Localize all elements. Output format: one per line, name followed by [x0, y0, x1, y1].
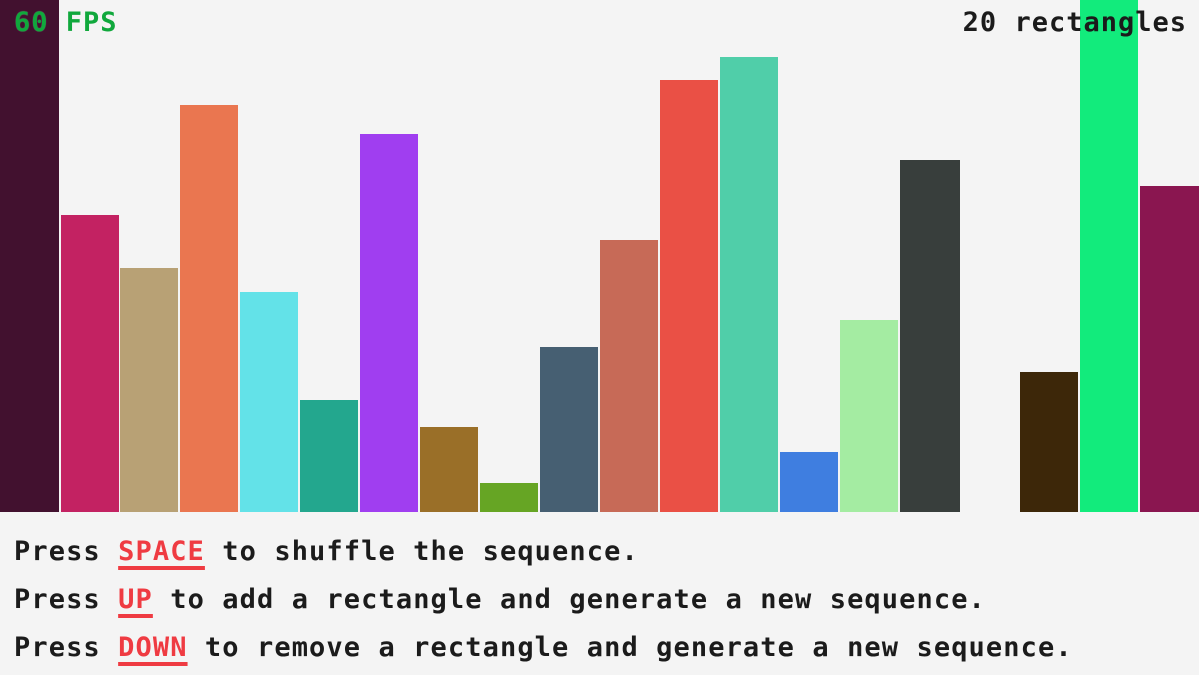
key-up[interactable]: UP: [118, 584, 153, 615]
key-space[interactable]: SPACE: [118, 536, 205, 567]
instruction-prefix: Press: [14, 632, 119, 663]
bar-slate-blue: [540, 347, 598, 512]
bar-brown: [420, 427, 478, 512]
bar-magenta-pink: [61, 215, 119, 512]
bar-terracotta: [600, 240, 658, 512]
bar-red: [660, 80, 718, 512]
bar-charcoal: [900, 160, 960, 512]
bar-tan: [120, 268, 178, 512]
instruction-prefix: Press: [14, 536, 119, 567]
fps-counter: 60 FPS: [14, 7, 118, 38]
bar-mint-green: [720, 57, 778, 512]
bar-dark-brown: [1020, 372, 1078, 512]
instruction-line-shuffle: Press SPACE to shuffle the sequence.: [14, 528, 1199, 576]
rectangle-count-label: 20 rectangles: [962, 7, 1187, 38]
instruction-suffix: to add a rectangle and generate a new se…: [152, 584, 986, 615]
bar-dark-magenta: [1140, 186, 1199, 512]
instruction-line-remove: Press DOWN to remove a rectangle and gen…: [14, 624, 1199, 672]
bar-bright-green: [1080, 0, 1138, 512]
bar-purple: [360, 134, 418, 512]
bar-teal: [300, 400, 358, 512]
instruction-suffix: to shuffle the sequence.: [204, 536, 639, 567]
bar-chart: [0, 0, 1199, 512]
bar-blue: [780, 452, 838, 512]
instruction-suffix: to remove a rectangle and generate a new…: [187, 632, 1073, 663]
bar-light-green: [840, 320, 898, 512]
bar-orange: [180, 105, 238, 512]
bar-olive-green: [480, 483, 538, 512]
instruction-line-add: Press UP to add a rectangle and generate…: [14, 576, 1199, 624]
key-down[interactable]: DOWN: [118, 632, 188, 663]
instructions-panel: Press SPACE to shuffle the sequence. Pre…: [0, 512, 1199, 675]
bar-dark-plum: [0, 0, 59, 512]
instruction-prefix: Press: [14, 584, 119, 615]
bar-cyan: [240, 292, 298, 512]
